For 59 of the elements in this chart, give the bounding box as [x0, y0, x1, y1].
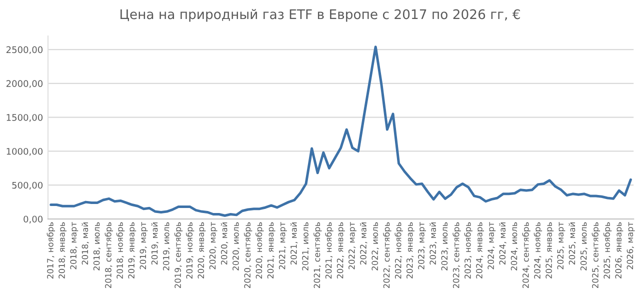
- x-tick-label: 2022, сентябрь: [383, 222, 392, 288]
- y-tick-label: 1500,00: [6, 114, 43, 122]
- x-tick-label: 2018, май: [82, 222, 89, 264]
- x-tick-label: 2018, январь: [58, 222, 67, 278]
- x-tick-label: 2021, сентябрь: [314, 222, 322, 288]
- x-tick-label: 2020, июль: [232, 222, 240, 270]
- x-tick-label: 2018, март: [70, 222, 78, 270]
- x-tick-label: 2019, март: [140, 222, 148, 270]
- y-tick-label: 0,00: [24, 216, 43, 224]
- x-tick-label: 2020, ноябрь: [256, 222, 264, 279]
- x-tick-label: 2018, ноябрь: [116, 222, 125, 279]
- line-series: [50, 46, 632, 217]
- x-tick-label: 2021, январь: [267, 222, 276, 278]
- x-tick-label: 2021, июль: [302, 222, 310, 270]
- x-tick-label: 2020, сентябрь: [244, 222, 252, 288]
- x-tick-label: 2025, май: [568, 222, 576, 264]
- x-tick-label: 2023, март: [418, 222, 426, 270]
- x-tick-label: 2017, ноябрь: [46, 222, 56, 279]
- x-tick-label: 2020, январь: [198, 222, 206, 278]
- x-tick-label: 2024, июль: [510, 222, 518, 270]
- x-tick-label: 2018, сентябрь: [104, 222, 113, 288]
- x-tick-label: 2023, январь: [406, 222, 414, 278]
- x-tick-label: 2019, май: [151, 222, 159, 264]
- x-tick-label: 2018, июль: [93, 222, 101, 270]
- x-tick-label: 2026, март: [626, 222, 635, 270]
- x-tick-label: 2025, сентябрь: [592, 222, 600, 288]
- x-tick-label: 2025, июль: [580, 222, 588, 270]
- x-tick-label: 2021, март: [278, 222, 287, 270]
- y-tick-label: 1000,00: [6, 148, 43, 156]
- x-tick-label: 2020, март: [209, 222, 218, 270]
- x-tick-label: 2019, июль: [162, 222, 170, 270]
- x-tick-label: 2023, ноябрь: [464, 222, 472, 279]
- x-tick-label: 2019, сентябрь: [174, 222, 183, 288]
- x-tick-label: 2019, ноябрь: [186, 222, 194, 279]
- x-tick-label: 2026, январь: [615, 222, 624, 278]
- x-tick-label: 2022, июль: [372, 222, 379, 270]
- x-tick-label: 2020, май: [220, 222, 228, 264]
- x-tick-label: 2022, ноябрь: [394, 222, 403, 279]
- x-tick-label: 2023, май: [430, 222, 437, 264]
- x-tick-label: 2021, май: [290, 222, 298, 264]
- x-tick-label: 2024, март: [488, 222, 496, 270]
- x-tick-label: 2024, сентябрь: [522, 222, 530, 288]
- y-tick-label: 2500,00: [6, 46, 43, 54]
- x-tick-label: 2024, январь: [476, 222, 484, 278]
- x-tick-label: 2024, май: [499, 222, 506, 264]
- x-tick-label: 2022, март: [348, 222, 356, 270]
- x-tick-label: 2023, сентябрь: [452, 222, 461, 288]
- x-tick-label: 2022, май: [360, 222, 368, 264]
- chart-title: Цена на природный газ ETF в Европе с 2017 по 2026 гг, €: [120, 9, 520, 22]
- x-tick-label: 2023, июль: [441, 222, 448, 270]
- x-tick-label: 2025, ноябрь: [603, 222, 612, 279]
- y-tick-label: 500,00: [12, 182, 43, 190]
- x-tick-label: 2025, март: [557, 222, 566, 270]
- x-tick-label: 2025, январь: [546, 222, 554, 278]
- x-tick-label: 2022, январь: [336, 222, 345, 278]
- y-tick-label: 2000,00: [6, 80, 43, 88]
- x-tick-label: 2019, январь: [128, 222, 136, 278]
- x-tick-label: 2021, ноябрь: [325, 222, 334, 279]
- x-tick-label: 2024, ноябрь: [534, 222, 542, 279]
